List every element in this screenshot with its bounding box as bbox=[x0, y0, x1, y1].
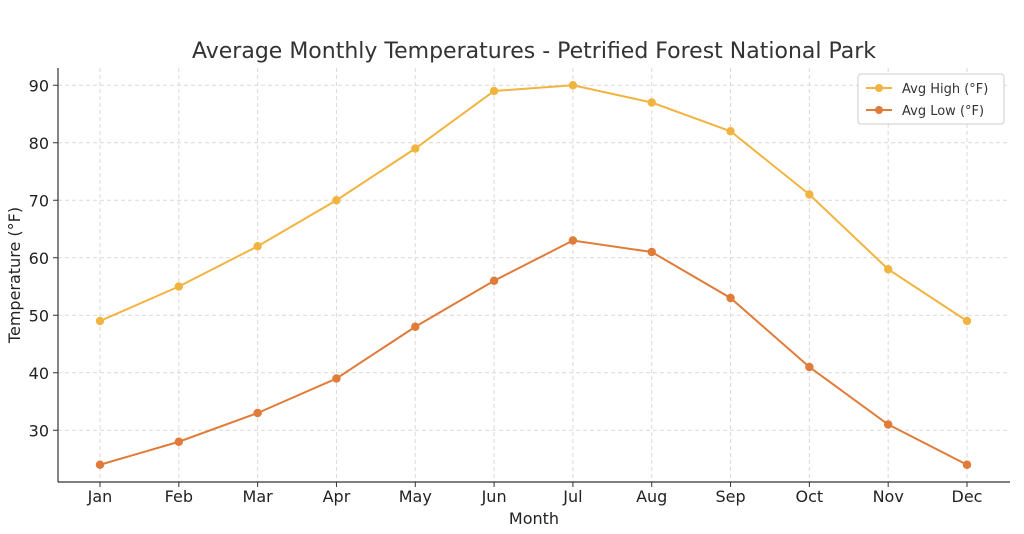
y-tick-label: 30 bbox=[29, 421, 49, 440]
x-tick-label: Sep bbox=[715, 487, 745, 506]
data-point bbox=[174, 437, 184, 446]
series-avg-low bbox=[95, 236, 972, 469]
data-point bbox=[647, 247, 656, 257]
data-point bbox=[726, 293, 735, 303]
legend-label: Avg Low (°F) bbox=[902, 104, 984, 119]
data-point bbox=[332, 374, 341, 383]
x-tick-label: Oct bbox=[796, 487, 824, 506]
x-tick-label: Nov bbox=[873, 487, 904, 506]
data-point bbox=[489, 86, 499, 96]
axes bbox=[53, 68, 1010, 487]
y-axis-label: Temperature (°F) bbox=[5, 207, 24, 344]
grid bbox=[58, 68, 1010, 482]
data-point bbox=[883, 420, 893, 429]
y-tick-label: 50 bbox=[29, 306, 49, 325]
data-point bbox=[95, 460, 105, 469]
data-point bbox=[253, 408, 262, 418]
x-tick-label: May bbox=[399, 487, 432, 506]
chart-title: Average Monthly Temperatures - Petrified… bbox=[192, 39, 876, 64]
data-point bbox=[883, 265, 893, 274]
data-point bbox=[805, 190, 814, 199]
data-point bbox=[726, 127, 735, 136]
x-tick-label: Feb bbox=[165, 487, 193, 506]
data-point bbox=[411, 144, 420, 153]
data-point bbox=[962, 316, 972, 326]
data-point bbox=[411, 322, 420, 331]
legend-label: Avg High (°F) bbox=[902, 82, 988, 97]
data-point bbox=[489, 276, 499, 285]
data-point bbox=[805, 362, 814, 372]
y-tick-label: 60 bbox=[29, 249, 49, 268]
series-avg-high bbox=[95, 81, 972, 326]
y-tick-label: 80 bbox=[29, 134, 49, 153]
series-line bbox=[99, 239, 968, 466]
data-point bbox=[174, 282, 184, 291]
x-axis-label: Month bbox=[509, 509, 559, 528]
x-tick-label: Jul bbox=[562, 487, 582, 506]
x-tick-label: Apr bbox=[323, 487, 351, 506]
y-tick-label: 90 bbox=[29, 76, 49, 95]
y-tick-label: 40 bbox=[29, 364, 49, 383]
series-line bbox=[99, 84, 968, 322]
legend: Avg High (°F) Avg Low (°F) bbox=[857, 73, 1005, 125]
data-point bbox=[568, 236, 578, 245]
x-tick-label: Jan bbox=[87, 487, 113, 506]
legend-swatch-marker bbox=[875, 106, 883, 114]
data-point bbox=[568, 81, 578, 90]
x-tick-label: Mar bbox=[243, 487, 274, 506]
legend-box bbox=[857, 73, 1005, 125]
data-point bbox=[647, 98, 656, 107]
tick-labels: Jan Feb Mar Apr May Jun Jul Aug Sep Oct Nov Dec 30 40… bbox=[29, 76, 983, 506]
y-tick-label: 70 bbox=[29, 191, 49, 210]
data-point bbox=[962, 460, 972, 469]
legend-swatch-marker bbox=[875, 84, 883, 92]
data-point bbox=[95, 316, 105, 326]
series bbox=[95, 81, 972, 469]
data-point bbox=[332, 196, 341, 205]
x-tick-label: Dec bbox=[952, 487, 983, 506]
data-point bbox=[253, 242, 262, 251]
x-tick-label: Aug bbox=[636, 487, 667, 506]
x-tick-label: Jun bbox=[481, 487, 507, 506]
